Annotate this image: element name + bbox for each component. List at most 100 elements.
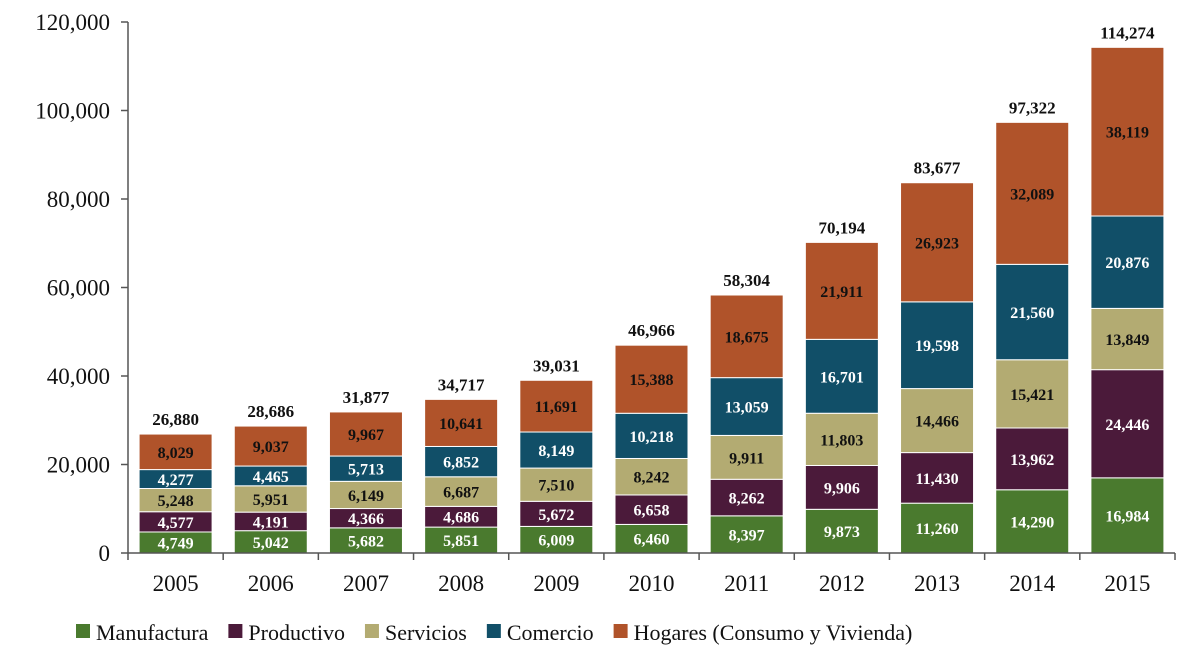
bar-stack: 16,984 24,446 13,849 20,876 38,119 114,274 xyxy=(1090,23,1165,554)
bar-segment-label: 21,560 xyxy=(1010,305,1054,322)
bar-segment xyxy=(995,427,1070,491)
y-tick-label: 60,000 xyxy=(47,276,110,301)
bar-segment-label: 11,803 xyxy=(820,432,863,449)
bar-total-label: 97,322 xyxy=(1009,98,1056,117)
bar-total-label: 114,274 xyxy=(1100,23,1155,42)
bar-segment xyxy=(424,398,499,447)
bar-segment-label: 24,446 xyxy=(1105,417,1149,434)
bar-segment-label: 5,248 xyxy=(158,493,194,510)
bar-segment xyxy=(995,359,1070,429)
bar-segment-label: 4,191 xyxy=(253,514,289,531)
bar-total-label: 39,031 xyxy=(533,356,580,375)
bar-segment-label: 11,260 xyxy=(915,521,958,538)
bar-segment xyxy=(519,431,594,469)
bar-segment xyxy=(804,508,879,554)
bar-segment xyxy=(519,467,594,502)
x-tick-label: 2010 xyxy=(629,571,675,596)
bar-total-label: 31,877 xyxy=(343,388,390,407)
bar-segment-label: 5,042 xyxy=(253,535,289,552)
x-tick-label: 2011 xyxy=(724,571,769,596)
bar-segment-label: 6,009 xyxy=(538,533,574,550)
x-tick-label: 2015 xyxy=(1104,571,1150,596)
bar-segment-label: 4,577 xyxy=(158,515,194,532)
bar-segment-label: 32,089 xyxy=(1010,186,1054,203)
bar-segment-label: 16,984 xyxy=(1105,508,1149,525)
bar-segment xyxy=(424,445,499,478)
bar-segment-label: 5,713 xyxy=(348,462,384,479)
bar-segment xyxy=(804,241,879,340)
bar-total-label: 46,966 xyxy=(628,321,675,340)
legend-label: Servicios xyxy=(385,620,467,645)
x-tick-label: 2009 xyxy=(533,571,579,596)
legend-swatch xyxy=(76,624,90,638)
x-axis: 2005 2006 2007 2008 2009 2010 2011 2012 2013 2014… xyxy=(127,552,1176,596)
bar-segment-label: 21,911 xyxy=(820,284,863,301)
bar-segment xyxy=(995,121,1070,265)
bar-total-label: 83,677 xyxy=(914,159,961,178)
bar-segment xyxy=(709,478,784,517)
bar-segment-label: 9,906 xyxy=(824,480,860,497)
bar-segment xyxy=(709,515,784,554)
bar-stack: 8,397 8,262 9,911 13,059 18,675 58,304 xyxy=(709,271,784,554)
bar-segment-label: 7,510 xyxy=(538,478,574,495)
bar-segment-label: 19,598 xyxy=(915,338,959,355)
bar-total-label: 28,686 xyxy=(247,402,294,421)
bar-stack: 5,851 4,686 6,687 6,852 10,641 34,717 xyxy=(424,375,499,554)
bar-segment xyxy=(138,433,213,471)
bar-segment-label: 5,672 xyxy=(538,507,574,524)
bar-segment xyxy=(709,294,784,379)
bar-segment-label: 11,430 xyxy=(915,471,958,488)
y-tick-label: 20,000 xyxy=(47,453,110,478)
y-tick-label: 0 xyxy=(99,541,111,566)
bar-segment-label: 8,397 xyxy=(729,527,765,544)
bar-total-label: 34,717 xyxy=(438,375,485,394)
bar-segment-label: 6,658 xyxy=(634,503,670,520)
bar-segment-label: 14,466 xyxy=(915,414,959,431)
bar-stack: 14,290 13,962 15,421 21,560 32,089 97,322 xyxy=(995,98,1070,554)
bar-segment xyxy=(995,263,1070,361)
bar-segment-label: 5,851 xyxy=(443,533,479,550)
bar-segment xyxy=(900,502,975,554)
x-tick-label: 2014 xyxy=(1009,571,1056,596)
y-tick-label: 40,000 xyxy=(47,364,110,389)
bar-segment xyxy=(519,525,594,554)
legend-label: Manufactura xyxy=(96,620,209,645)
bar-segment-label: 9,911 xyxy=(729,450,764,467)
bar-segment xyxy=(804,412,879,466)
bar-segment-label: 6,460 xyxy=(634,532,670,549)
legend-swatch xyxy=(613,624,628,638)
legend-item: Comercio xyxy=(486,620,594,645)
y-tick-label: 80,000 xyxy=(47,187,110,212)
legend-swatch xyxy=(364,624,379,638)
bar-segment xyxy=(900,301,975,390)
bar-segment-label: 16,701 xyxy=(820,369,864,386)
y-tick-label: 120,000 xyxy=(35,10,110,35)
bar-segment xyxy=(519,379,594,433)
bar-segment-label: 4,366 xyxy=(348,511,384,528)
y-tick-label: 100,000 xyxy=(35,99,110,124)
bar-segment-label: 13,059 xyxy=(725,400,769,417)
bar-stack: 5,682 4,366 6,149 5,713 9,967 31,877 xyxy=(328,388,403,554)
bar-segment-label: 18,675 xyxy=(725,329,769,346)
bar-segment xyxy=(804,464,879,510)
x-tick-label: 2007 xyxy=(343,571,389,596)
bar-segment-label: 20,876 xyxy=(1105,255,1149,272)
bar-segment-label: 5,951 xyxy=(253,492,289,509)
bar-segment-label: 10,641 xyxy=(439,416,483,433)
legend-label: Hogares (Consumo y Vivienda) xyxy=(634,620,913,645)
legend-item: Productivo xyxy=(228,620,345,645)
bar-segment-label: 11,691 xyxy=(535,399,578,416)
legend-label: Comercio xyxy=(507,620,594,645)
bar-segment xyxy=(1090,46,1165,217)
bar-segment xyxy=(424,476,499,507)
bar-segment-label: 26,923 xyxy=(915,235,959,252)
bar-segment-label: 38,119 xyxy=(1106,125,1149,142)
x-tick-label: 2013 xyxy=(914,571,960,596)
bar-segment xyxy=(424,526,499,554)
bar-segment xyxy=(233,485,308,513)
bar-segment-label: 14,290 xyxy=(1010,514,1054,531)
bar-segment xyxy=(614,457,689,496)
bars: 4,749 4,577 5,248 4,277 8,029 26,880 5,042 4,19… xyxy=(138,23,1165,554)
bar-stack: 11,260 11,430 14,466 19,598 26,923 83,677 xyxy=(900,159,975,554)
